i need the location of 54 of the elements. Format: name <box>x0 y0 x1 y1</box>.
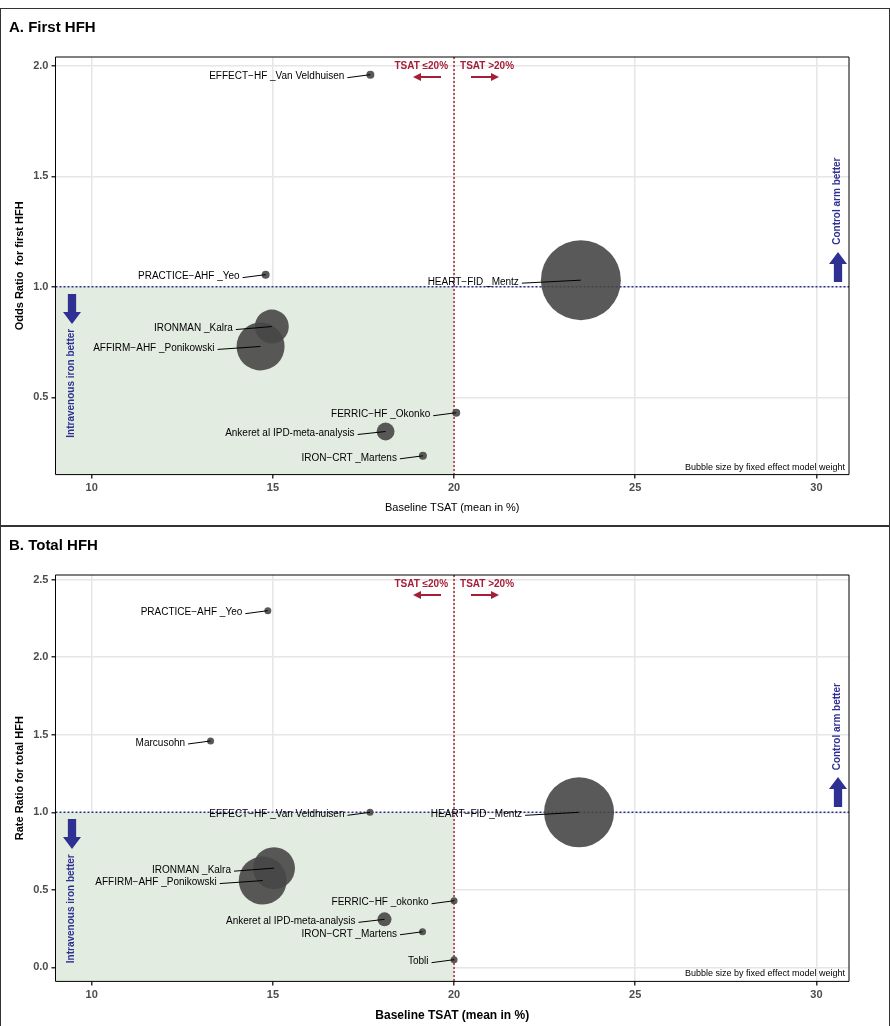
x-tick-label: 10 <box>85 988 98 1001</box>
annotation: Intravenous iron better <box>65 328 77 438</box>
annotation: TSAT ≤20% <box>394 59 449 71</box>
y-tick-label: 2.0 <box>33 58 49 71</box>
annotation: IRON−CRT _Martens <box>301 451 397 463</box>
annotation: EFFECT−HF _Van Veldhuisen <box>209 808 345 820</box>
annotation: Marcusohn <box>135 736 186 748</box>
x-tick-label: 15 <box>266 481 280 494</box>
annotation: Control arm better <box>830 682 842 771</box>
annotation: Ankeret al IPD-meta-analysis <box>225 427 355 439</box>
y-tick-label: 2.0 <box>33 650 49 663</box>
annotation: IRON−CRT _Martens <box>301 927 398 939</box>
x-axis-title: Baseline TSAT (mean in %) <box>384 501 520 514</box>
x-tick-label: 25 <box>629 481 642 494</box>
annotation: HEART−FID _Mentz <box>427 275 519 287</box>
chart-title: A. First HFH <box>9 18 96 36</box>
y-tick-label: 2.5 <box>33 572 49 585</box>
annotation: EFFECT−HF _Van Veldhuisen <box>209 70 345 82</box>
annotation: Bubble size by fixed effect model weight <box>685 461 846 472</box>
annotation: IRONMAN _Kalra <box>153 322 234 334</box>
annotation: PRACTICE−AHF _Yeo <box>138 270 241 282</box>
y-axis-title: Rate Ratio for total HFH <box>12 716 25 841</box>
annotation: Intravenous iron better <box>65 854 77 964</box>
annotation: AFFIRM−AHF _Ponikowski <box>93 342 215 354</box>
y-tick-label: 1.0 <box>33 279 49 292</box>
annotation: HEART−FID _Mentz <box>430 808 523 820</box>
y-axis-title: Odds Ratio for first HFH <box>12 201 25 331</box>
x-tick-label: 30 <box>810 481 823 494</box>
x-tick-label: 20 <box>447 481 461 494</box>
x-tick-label: 15 <box>266 988 280 1001</box>
annotation: Bubble size by fixed effect model weight <box>685 968 846 979</box>
y-tick-label: 0.0 <box>33 960 49 973</box>
x-tick-label: 30 <box>810 988 823 1001</box>
annotation: PRACTICE−AHF _Yeo <box>140 606 243 618</box>
annotation: Control arm better <box>830 157 842 245</box>
x-axis-title: Baseline TSAT (mean in %) <box>375 1008 530 1023</box>
y-tick-label: 0.5 <box>33 882 49 895</box>
chart-title: B. Total HFH <box>9 536 98 554</box>
annotation: Tobli <box>407 955 429 967</box>
annotation: IRONMAN _Kalra <box>152 863 232 875</box>
x-tick-label: 25 <box>629 988 642 1001</box>
annotation: TSAT >20% <box>460 577 515 589</box>
y-tick-label: 1.0 <box>33 805 49 818</box>
annotation: TSAT ≤20% <box>394 577 449 589</box>
annotation: Ankeret al IPD-meta-analysis <box>225 915 356 927</box>
annotation: FERRIC−HF _okonko <box>331 896 429 908</box>
y-tick-label: 0.5 <box>33 390 49 403</box>
x-tick-label: 20 <box>447 988 461 1001</box>
annotation: TSAT >20% <box>460 59 515 71</box>
y-tick-label: 1.5 <box>33 727 49 740</box>
y-tick-label: 1.5 <box>33 169 49 182</box>
annotation: AFFIRM−AHF _Ponikowski <box>95 876 217 888</box>
x-tick-label: 10 <box>85 481 98 494</box>
annotation: FERRIC−HF _Okonko <box>331 408 431 420</box>
